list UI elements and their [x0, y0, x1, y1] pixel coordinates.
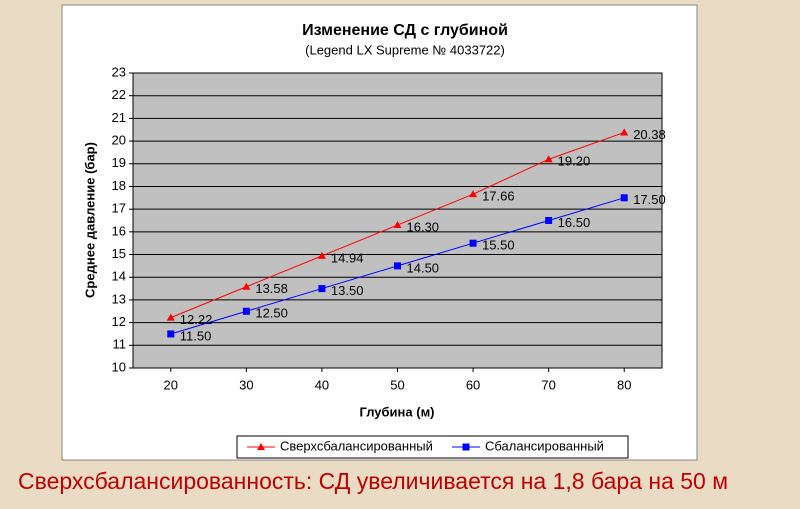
- y-tick-label: 12: [112, 314, 126, 329]
- data-label: 16.50: [558, 215, 591, 230]
- y-tick-label: 16: [112, 223, 126, 238]
- data-point: [166, 313, 175, 321]
- x-tick-label: 50: [390, 377, 404, 392]
- data-point: [469, 239, 477, 247]
- data-label: 13.58: [255, 281, 288, 296]
- data-point: [544, 155, 553, 163]
- data-point: [469, 190, 478, 198]
- data-point: [167, 330, 175, 338]
- y-tick-label: 17: [112, 201, 126, 216]
- data-point: [620, 128, 629, 136]
- data-point: [394, 262, 401, 270]
- y-tick-label: 22: [112, 87, 126, 102]
- y-tick-label: 15: [112, 246, 126, 261]
- data-label: 19.20: [558, 154, 591, 169]
- data-label: 12.22: [180, 312, 213, 327]
- chart-subtitle: (Legend LX Supreme № 4033722): [305, 42, 505, 57]
- legend-box: [236, 435, 629, 459]
- data-point: [318, 285, 326, 293]
- y-axis-label: Среднее давление (бар): [82, 142, 97, 298]
- data-label: 12.50: [255, 306, 288, 321]
- x-tick-label: 20: [164, 377, 178, 392]
- legend-marker: [257, 443, 265, 450]
- legend-label: Сбалансированный: [485, 438, 604, 453]
- x-tick-label: 70: [541, 377, 555, 392]
- data-label: 15.50: [482, 238, 515, 253]
- data-label: 14.94: [331, 250, 364, 265]
- data-point: [393, 221, 402, 229]
- y-tick-label: 10: [112, 359, 126, 374]
- data-label: 11.50: [180, 328, 212, 343]
- data-label: 20.38: [633, 127, 666, 142]
- y-tick-label: 13: [112, 291, 126, 306]
- x-tick-label: 80: [617, 377, 631, 392]
- data-label: 17.50: [633, 192, 666, 207]
- y-tick-label: 21: [112, 110, 126, 125]
- data-point: [242, 282, 251, 290]
- data-label: 16.30: [407, 219, 440, 234]
- y-tick-label: 20: [112, 133, 126, 148]
- data-label: 17.66: [482, 189, 515, 204]
- y-tick-label: 18: [112, 178, 126, 193]
- data-point: [242, 307, 250, 315]
- data-label: 13.50: [331, 283, 364, 298]
- data-point: [620, 194, 628, 202]
- legend-marker: [462, 443, 470, 451]
- data-label: 14.50: [407, 260, 440, 275]
- y-tick-label: 19: [112, 155, 126, 170]
- y-tick-label: 23: [112, 64, 126, 79]
- legend-label: Сверхсбалансированный: [280, 438, 433, 453]
- y-tick-label: 11: [113, 337, 127, 352]
- data-point: [545, 217, 553, 224]
- caption: Сверхсбалансированность: СД увеличиваетс…: [18, 468, 729, 494]
- x-tick-label: 30: [239, 377, 253, 392]
- data-point: [317, 251, 326, 259]
- x-axis-label: Глубина (м): [359, 404, 434, 419]
- y-tick-label: 14: [112, 269, 126, 284]
- chart-title: Изменение СД с глубиной: [302, 22, 508, 39]
- x-tick-label: 40: [315, 377, 329, 392]
- x-tick-label: 60: [466, 377, 480, 392]
